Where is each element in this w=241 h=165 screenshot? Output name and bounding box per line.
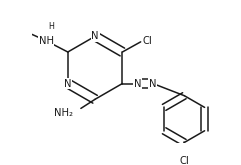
- Text: N: N: [149, 79, 157, 88]
- Text: NH₂: NH₂: [54, 109, 73, 118]
- Text: N: N: [134, 79, 141, 88]
- Text: H: H: [49, 22, 54, 31]
- Text: NH: NH: [39, 36, 54, 46]
- Text: N: N: [64, 79, 72, 88]
- Text: N: N: [91, 31, 99, 41]
- Text: Cl: Cl: [143, 36, 153, 46]
- Text: Cl: Cl: [180, 156, 189, 165]
